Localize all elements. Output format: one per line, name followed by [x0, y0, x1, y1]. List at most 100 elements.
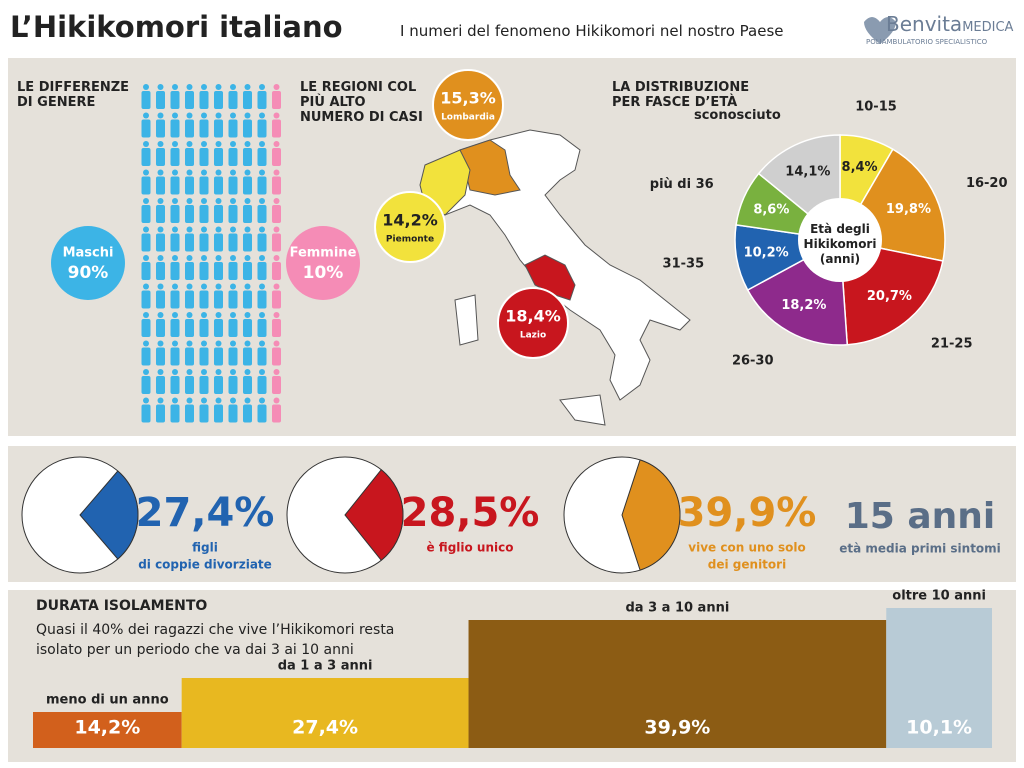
region-name: Lazio [520, 331, 546, 341]
pie-value: 8,6% [753, 202, 789, 217]
figure-head [186, 255, 193, 261]
figure-head [186, 112, 193, 119]
figure-head [157, 141, 164, 147]
figure-body [141, 319, 151, 337]
figure-head [201, 226, 207, 233]
figure-body [272, 233, 281, 252]
figure-body [156, 290, 165, 309]
figure-head [157, 369, 164, 375]
figure-body [199, 262, 209, 280]
figure-body [228, 176, 238, 195]
region-name: Piemonte [386, 235, 434, 245]
figure-head [230, 198, 236, 204]
figure-head [259, 397, 265, 404]
figure-head [273, 169, 280, 176]
bar [181, 678, 469, 748]
figure-head [172, 255, 178, 261]
figure-body [243, 119, 252, 138]
figure-body [243, 376, 252, 394]
figure-head [273, 397, 280, 404]
figure-head [201, 112, 207, 119]
figure-head [186, 397, 193, 404]
figure-body [170, 205, 180, 223]
figure-head [143, 141, 149, 147]
figure-body [272, 262, 281, 280]
figure-body [228, 233, 238, 252]
figure-body [214, 376, 223, 394]
region-badge [374, 191, 446, 263]
stat-value: 27,4% [136, 490, 275, 536]
figure-head [215, 84, 222, 90]
figure-body [141, 290, 151, 309]
figure-head [215, 283, 222, 290]
figure-head [230, 312, 236, 318]
figure-body [185, 119, 194, 138]
figure-body [243, 290, 252, 309]
figure-body [228, 347, 238, 366]
figure-head [143, 369, 149, 375]
pie-category: 16-20 [966, 176, 1008, 191]
figure-head [259, 369, 265, 375]
panel [8, 446, 1016, 582]
legend-circle [51, 226, 125, 300]
region-value: 15,3% [440, 89, 496, 108]
figure-body [156, 404, 165, 423]
figure-head [172, 340, 178, 347]
bar-category: meno di un anno [46, 693, 169, 708]
figure-body [170, 404, 180, 423]
figure-body [228, 404, 238, 423]
figure-head [259, 198, 265, 204]
figure-body [272, 404, 281, 423]
pie-value: 18,2% [781, 298, 826, 313]
figure-body [199, 347, 209, 366]
pie-value: 8,4% [842, 160, 878, 175]
figure-head [273, 84, 280, 90]
figure-body [199, 376, 209, 394]
pie-category: sconosciuto [694, 108, 781, 123]
stat-caption: di coppie divorziate [138, 558, 272, 572]
pie-category: 10-15 [855, 99, 897, 114]
figure-body [257, 148, 267, 166]
figure-head [230, 169, 236, 176]
stat-slice [621, 459, 681, 571]
figure-body [214, 290, 223, 309]
figure-body [243, 262, 252, 280]
figure-head [259, 141, 265, 147]
figure-head [172, 198, 178, 204]
figure-head [273, 226, 280, 233]
figure-body [199, 290, 209, 309]
pie-category: 21-25 [931, 336, 973, 351]
figure-head [244, 84, 251, 90]
figure-body [214, 148, 223, 166]
figure-body [272, 376, 281, 394]
figure-head [157, 340, 164, 347]
figure-body [170, 347, 180, 366]
figure-body [243, 233, 252, 252]
figure-body [272, 347, 281, 366]
figure-head [143, 112, 149, 119]
figure-head [273, 112, 280, 119]
figure-head [259, 169, 265, 176]
region [524, 254, 576, 301]
figure-head [157, 198, 164, 204]
pie-center [798, 198, 882, 282]
section-title: LA DISTRIBUZIONE PER FASCE D’ETÀ [612, 80, 750, 110]
figure-body [243, 319, 252, 337]
figure-body [141, 233, 151, 252]
figure-head [201, 84, 207, 90]
figure-body [170, 262, 180, 280]
figure-head [157, 283, 164, 290]
region-value: 14,2% [382, 211, 438, 230]
region-badge [432, 69, 504, 141]
figure-body [185, 290, 194, 309]
figure-head [157, 226, 164, 233]
figure-body [170, 376, 180, 394]
figure-body [185, 233, 194, 252]
figure-head [259, 283, 265, 290]
figure-head [230, 340, 236, 347]
figure-body [170, 319, 180, 337]
figure-body [156, 119, 165, 138]
region [419, 149, 471, 216]
bar-category: da 1 a 3 anni [278, 659, 373, 674]
figure-body [214, 319, 223, 337]
